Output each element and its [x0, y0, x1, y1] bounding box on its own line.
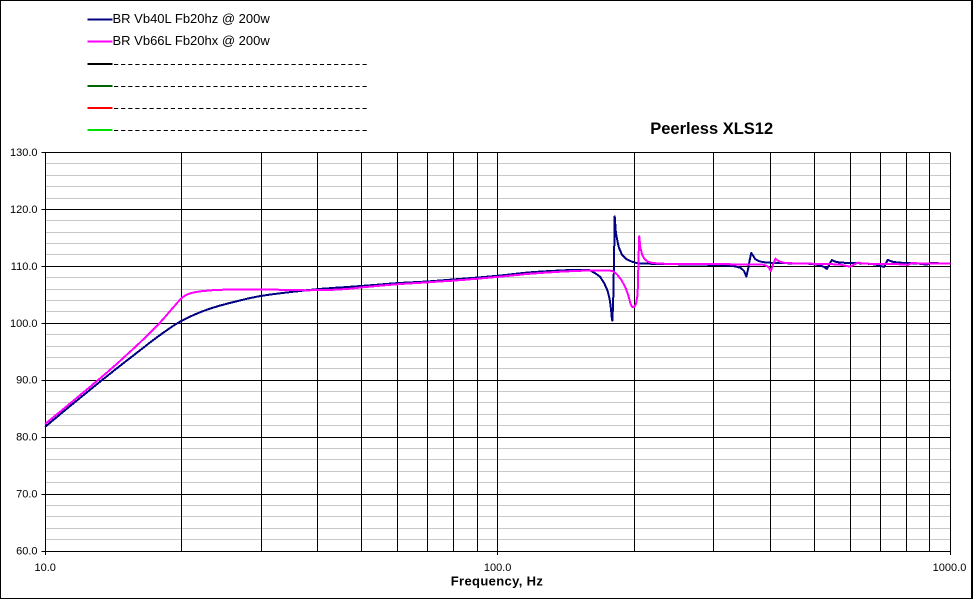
svg-text:90.0: 90.0	[16, 375, 37, 387]
svg-text:80.0: 80.0	[16, 432, 37, 444]
svg-text:10.0: 10.0	[34, 562, 55, 574]
svg-text:130.0: 130.0	[10, 147, 38, 159]
svg-text:BR Vb40L Fb20hz @ 200w: BR Vb40L Fb20hz @ 200w	[113, 11, 271, 26]
svg-text:100.0: 100.0	[10, 318, 38, 330]
svg-text:100.0: 100.0	[484, 562, 512, 574]
svg-text:Peerless XLS12: Peerless XLS12	[650, 120, 773, 138]
svg-text:70.0: 70.0	[16, 489, 37, 501]
svg-text:110.0: 110.0	[11, 261, 38, 273]
svg-text:1000.0: 1000.0	[933, 562, 967, 574]
svg-text:120.0: 120.0	[10, 204, 38, 216]
svg-text:BR Vb66L Fb20hx @ 200w: BR Vb66L Fb20hx @ 200w	[113, 33, 271, 48]
svg-text:Frequency, Hz: Frequency, Hz	[451, 574, 544, 589]
svg-text:60.0: 60.0	[16, 546, 37, 558]
